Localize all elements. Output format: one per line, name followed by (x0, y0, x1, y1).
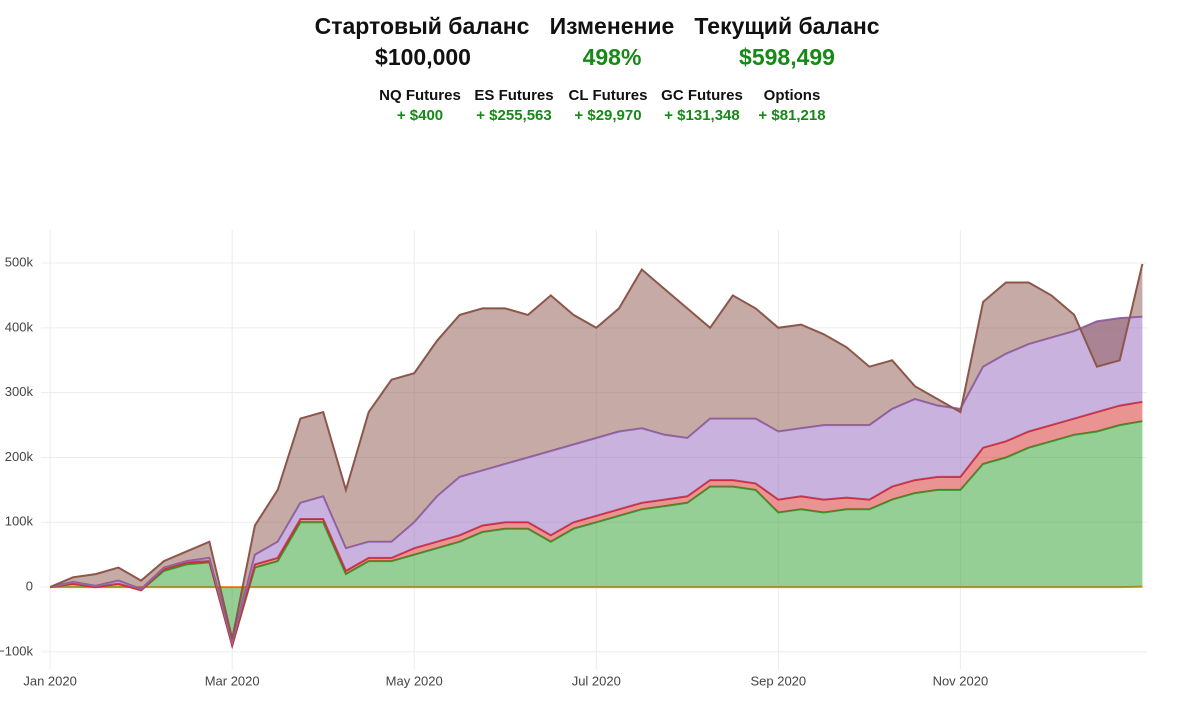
legend-name: Options (764, 87, 821, 104)
header-label: Изменение (550, 13, 675, 39)
legend-value: + $255,563 (476, 107, 552, 124)
y-tick-label: −100k (0, 643, 33, 658)
y-tick-label: 300k (5, 384, 34, 399)
legend-value: + $81,218 (758, 107, 825, 124)
legend-value: + $131,348 (664, 107, 740, 124)
legend-name: GC Futures (661, 87, 743, 104)
x-tick-label: Mar 2020 (205, 673, 260, 688)
x-tick-label: Nov 2020 (933, 673, 989, 688)
x-tick-label: Sep 2020 (750, 673, 806, 688)
y-tick-label: 500k (5, 254, 34, 269)
header-label: Текущий баланс (694, 13, 879, 39)
y-tick-label: 400k (5, 319, 34, 334)
y-tick-label: 200k (5, 449, 34, 464)
x-tick-label: Jan 2020 (23, 673, 77, 688)
header-value: $598,499 (739, 44, 835, 70)
header-value: $100,000 (375, 44, 471, 70)
y-tick-label: 100k (5, 514, 34, 529)
legend-name: ES Futures (474, 87, 553, 104)
legend-name: CL Futures (569, 87, 648, 104)
y-tick-label: 0 (26, 578, 33, 593)
legend-name: NQ Futures (379, 87, 461, 104)
header-value: 498% (583, 44, 642, 70)
x-tick-label: Jul 2020 (572, 673, 621, 688)
legend-value: + $29,970 (574, 107, 641, 124)
legend-value: + $400 (397, 107, 443, 124)
x-tick-label: May 2020 (386, 673, 443, 688)
header-label: Стартовый баланс (315, 13, 530, 39)
